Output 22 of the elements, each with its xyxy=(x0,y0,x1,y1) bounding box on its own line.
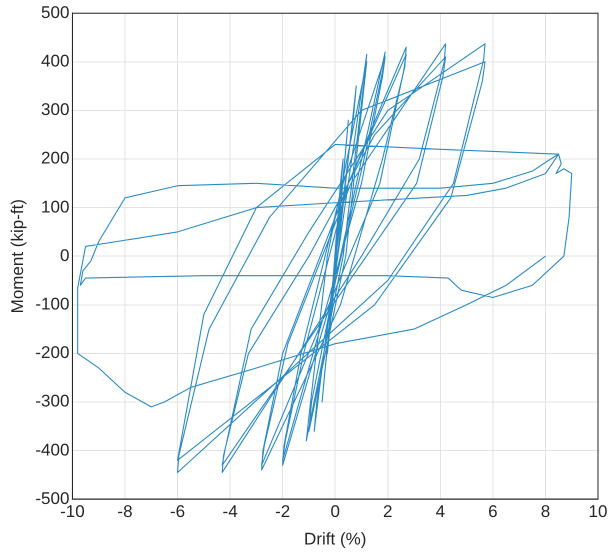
x-tick-label: 6 xyxy=(488,502,498,522)
x-tick-label: -8 xyxy=(117,502,133,522)
x-tick-label: 8 xyxy=(540,502,550,522)
x-tick-label: 0 xyxy=(330,502,340,522)
y-tick-label: -300 xyxy=(35,392,70,411)
y-tick-label: 400 xyxy=(41,51,70,70)
y-tick-label: -400 xyxy=(35,440,70,460)
y-tick-label: -200 xyxy=(35,343,70,362)
y-tick-label: 100 xyxy=(41,197,70,216)
y-tick-label: 0 xyxy=(60,246,70,265)
x-tick-label: 10 xyxy=(588,502,608,522)
x-tick-label: 2 xyxy=(383,502,393,522)
x-axis-title: Drift (%) xyxy=(304,529,366,548)
y-tick-label: 300 xyxy=(41,100,70,120)
y-tick-label: -100 xyxy=(35,294,70,314)
y-axis-title: Moment (kip-ft) xyxy=(8,199,27,314)
x-tick-label: -4 xyxy=(222,502,238,522)
x-tick-label: -2 xyxy=(275,502,290,522)
y-tick-label: 200 xyxy=(41,148,70,168)
y-tick-label: 500 xyxy=(41,2,70,22)
x-tick-label: -6 xyxy=(170,502,186,522)
x-tick-label: 4 xyxy=(436,502,446,522)
